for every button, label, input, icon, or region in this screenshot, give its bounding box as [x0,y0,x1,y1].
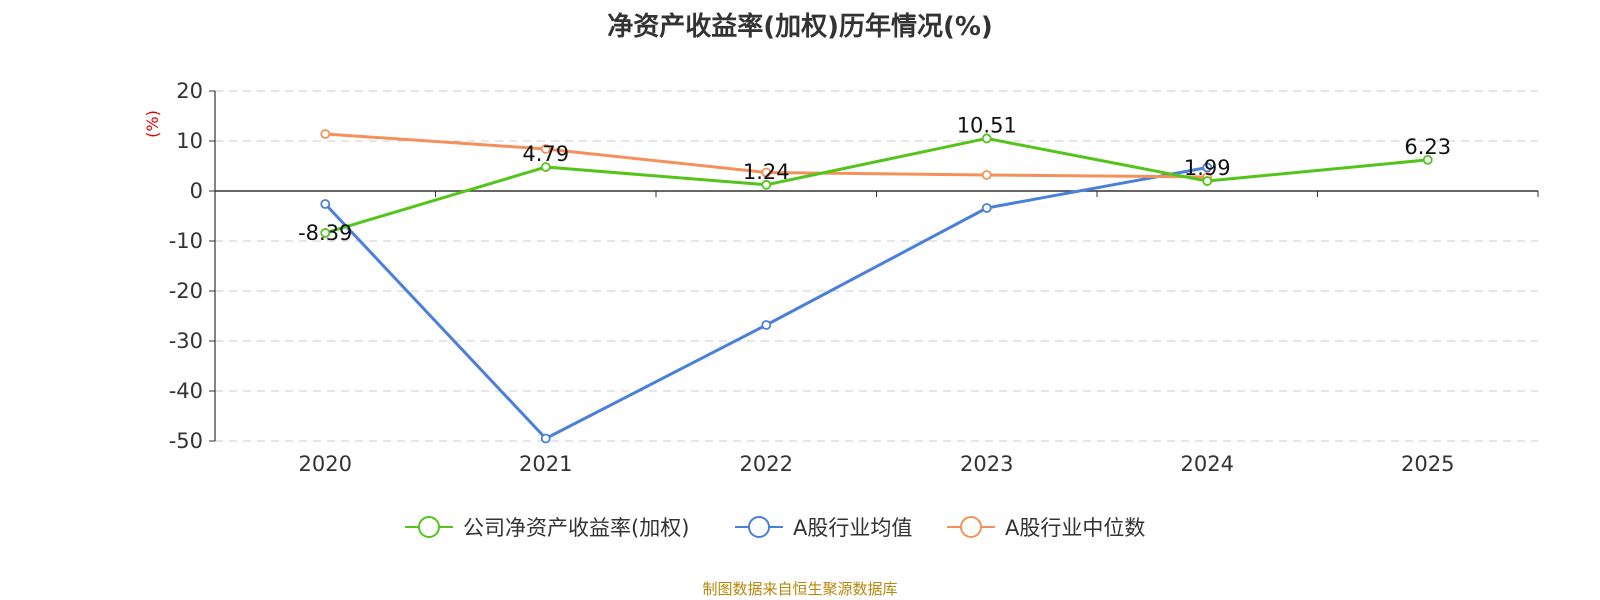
y-tick-label: -50 [169,429,203,453]
y-tick-label: -20 [169,279,203,303]
data-label: 10.51 [957,113,1017,137]
x-tick-label: 2022 [740,452,793,476]
data-point [540,144,551,154]
series-line [324,166,1208,440]
data-label: 4.79 [522,142,569,166]
legend[interactable]: 公司净资产收益率(加权) A股行业均值 A股行业中位数 [405,516,1145,540]
legend-item[interactable]: A股行业均值 [735,516,912,540]
y-tick-label: -30 [169,329,203,353]
data-label-layer: -8.39 4.79 1.24 10.51 1.99 6.23 [298,113,1451,245]
legend-marker-circle [418,516,440,538]
data-point [1422,154,1433,165]
legend-item[interactable]: A股行业中位数 [947,516,1145,540]
legend-marker-circle [748,516,770,538]
legend-marker-circle [960,516,982,538]
data-point [320,199,331,209]
legend-label: 公司净资产收益率(加权) [463,516,689,540]
legend-label: A股行业中位数 [1005,516,1145,540]
x-tick-label: 2025 [1401,452,1454,476]
data-label: 1.24 [743,160,790,184]
data-label: 1.99 [1184,156,1231,180]
data-point [320,129,331,139]
data-label: -8.39 [298,221,352,245]
data-point [320,228,331,238]
legend-item[interactable]: 公司净资产收益率(加权) [405,516,689,540]
data-point [981,170,992,180]
chart-title: 净资产收益率(加权)历年情况(%) [607,12,993,42]
series-layer [320,129,1433,444]
y-tick-label: -40 [169,379,203,403]
x-tick-label: 2021 [519,452,572,476]
axis-layer: 20 10 0 -10 -20 -30 -40 -50 2020 2021 2022 2023 2024… [169,79,1539,476]
data-point [761,167,772,178]
x-tick-label: 2020 [299,452,352,476]
data-point [540,433,551,444]
data-label: 6.23 [1404,135,1451,159]
y-tick-label: 0 [190,179,203,203]
data-point [540,162,551,172]
x-tick-label: 2023 [960,452,1013,476]
data-point [981,203,992,213]
data-point [981,133,992,144]
y-tick-label: 10 [176,129,203,153]
y-tick-label: 20 [176,79,203,103]
legend-label: A股行业均值 [793,516,912,540]
data-point [761,179,772,190]
grid-layer [215,90,1538,442]
data-point [1202,162,1213,173]
y-tick-label: -10 [169,229,203,253]
series-line [324,136,1428,235]
x-tick-label: 2024 [1181,452,1234,476]
data-point [761,320,772,330]
source-note: 制图数据来自恒生聚源数据库 [702,580,898,598]
data-point [1202,176,1213,186]
y-axis-label: (%) [143,110,162,138]
